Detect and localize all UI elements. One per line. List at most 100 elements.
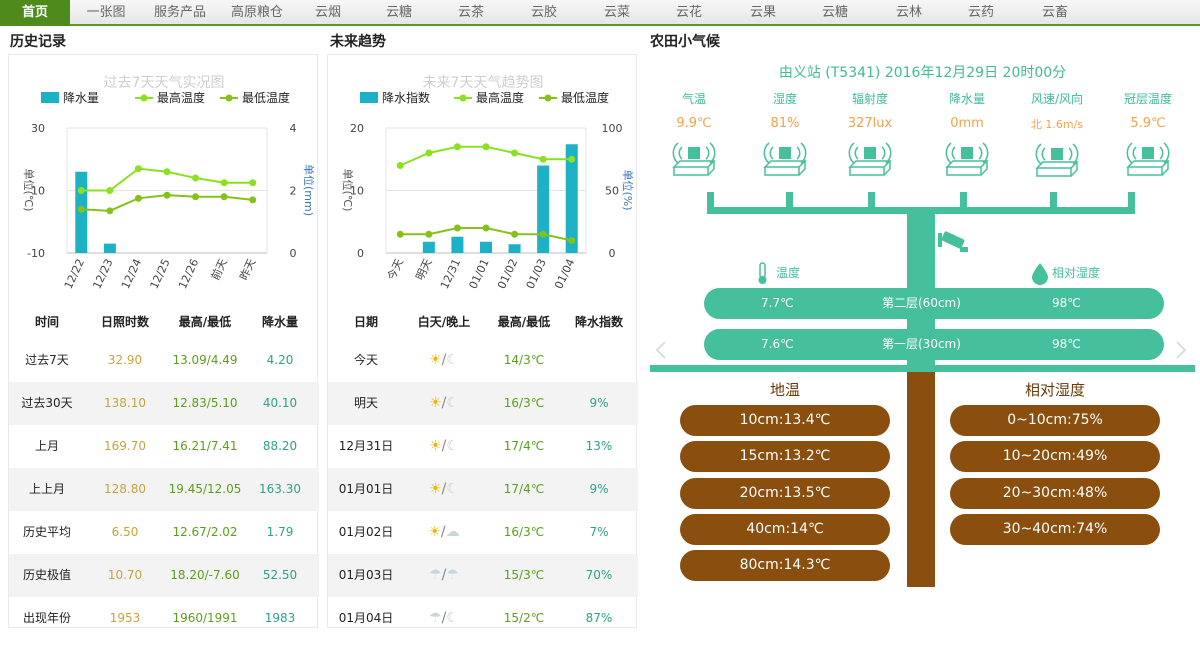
soil-humidity-pill: 10~20cm:49% [950,441,1160,472]
sensor-label: 辐射度 [851,92,888,106]
sensor-device-icon [1035,143,1079,177]
forecast-point-2-2 [453,224,461,232]
nav-item-12[interactable]: 云林 [895,5,922,20]
nav-item-9[interactable]: 云花 [675,5,702,20]
layer-temp: 7.7℃ [761,296,794,310]
history-point-2-6 [249,196,257,204]
weather-icon: ☀/☾ [429,352,459,368]
forecast-header-0: 日期 [353,315,378,329]
nav-item-0[interactable]: 首页 [0,0,70,26]
history-cell: 过去7天 [25,353,69,367]
forecast-rain: 87% [585,611,613,625]
forecast-ytick-left-1: 10 [350,185,364,198]
history-cell: 上月 [34,439,59,453]
history-point-1-0 [77,187,85,194]
sensor-device-icon [945,142,989,176]
history-point-2-1 [106,207,114,215]
forecast-ytick-left-0: 20 [350,122,364,135]
nav-item-6[interactable]: 云茶 [457,5,484,20]
history-cell: 52.50 [262,568,298,582]
sensor-0: 气温 9.9℃ [654,90,734,177]
station-info: 由义站 (T5341) 2016年12月29日 20时00分 [778,65,1067,81]
table-row: 01月03日 ☂/☂ 15/3℃ 70% [328,554,638,597]
history-point-2-5 [220,193,228,201]
forecast-ylabel-left: 单位(℃) [341,169,355,212]
sensor-1: 湿度 81% [745,90,825,177]
forecast-bar-4 [508,244,521,253]
history-cell: 18.20/-7.60 [170,568,240,582]
nav-item-11[interactable]: 云糖 [821,5,848,20]
ground-line [650,365,1195,372]
history-point-2-0 [77,205,85,213]
forecast-point-1-0 [396,162,404,169]
layer-name: 第一层(30cm) [882,337,961,351]
forecast-card: 未来7天天气趋势图 降水指数 最高温度 最低温度 20 10 0 100 50 0 单位(℃) 单位(… [327,54,638,628]
camera-icon [938,231,968,252]
history-legend-label-2: 最低温度 [242,90,290,105]
forecast-xtick-6: 01/04 [552,257,577,291]
nav-item-1[interactable]: 一张图 [86,5,126,20]
weather-icon: ☀/☾ [429,395,459,411]
weather-icon: ☀/☾ [429,438,459,454]
sensor-drop-4 [960,192,967,210]
forecast-bar-5 [537,165,550,253]
history-point-1-6 [249,179,257,187]
layer-bar-0: 7.7℃ 第二层(60cm) 98℃ [704,288,1164,319]
history-point-1-1 [106,187,114,194]
nav-item-7[interactable]: 云胶 [530,5,557,20]
forecast-rain: 9% [589,396,609,410]
nav-item-8[interactable]: 云菜 [603,5,630,20]
forecast-table-header: 日期 白天/晚上 最高/最低 降水指数 [328,305,638,339]
forecast-header-3: 降水指数 [574,315,623,329]
forecast-date: 12月31日 [338,439,394,453]
sensor-drop-5 [1050,192,1057,210]
nav-item-5[interactable]: 云糖 [385,5,412,20]
history-legend-label-1: 最高温度 [157,90,205,105]
nav-item-13[interactable]: 云药 [967,5,994,20]
forecast-legend-dot-2 [544,94,552,102]
forecast-date: 01月04日 [338,611,394,625]
history-ytick-left-1: 10 [31,185,45,198]
forecast-xtick-3: 01/01 [467,257,492,291]
nav-item-14[interactable]: 云畜 [1041,5,1068,20]
forecast-section-title: 未来趋势 [330,34,386,50]
forecast-bar-2 [451,236,464,253]
nav-item-10[interactable]: 云果 [749,5,776,20]
table-row: 历史极值 10.70 18.20/-7.60 52.50 [9,554,319,597]
sensor-2: 辐射度 327lux [830,90,910,177]
forecast-ytick-right-2: 0 [609,247,616,260]
history-xtick-5: 前天 [208,256,230,282]
history-cell: 1.79 [266,525,294,539]
nav-item-4[interactable]: 云烟 [314,5,341,20]
table-row: 出现年份 1953 1960/1991 1983 [9,597,319,640]
history-cell: 88.20 [262,439,298,453]
history-header-0: 时间 [34,315,59,329]
sensor-value: 327lux [847,116,893,131]
history-ytick-right-1: 2 [290,185,297,198]
history-cell: 10.70 [107,568,143,582]
thermometer-icon [758,262,767,284]
history-point-1-4 [192,174,200,182]
history-cell: 138.10 [104,396,146,410]
temp-legend: 温度 [776,266,801,280]
forecast-legend-dot-1 [459,94,467,102]
forecast-date: 今天 [353,353,378,367]
layer-name: 第二层(60cm) [882,296,961,310]
forecast-date: 明天 [353,396,378,410]
history-cell: 上上月 [28,482,65,496]
soil-humidity-pill: 30~40cm:74% [950,514,1160,545]
forecast-date: 01月02日 [338,525,394,539]
forecast-point-1-1 [425,149,433,157]
history-cell: 过去30天 [21,396,73,410]
history-legend-swatch-0 [41,92,59,103]
table-row: 01月04日 ☂/☾ 15/2℃ 87% [328,597,638,640]
history-cell: 6.50 [111,525,139,539]
nav-item-3[interactable]: 高原粮仓 [230,5,283,20]
nav-item-2[interactable]: 服务产品 [153,5,206,20]
forecast-point-1-3 [482,143,490,151]
history-cell: 19.45/12.05 [168,482,242,496]
table-row: 上月 169.70 16.21/7.41 88.20 [9,425,319,468]
history-xtick-6: 昨天 [237,257,258,282]
sensor-value: 9.9℃ [676,116,712,131]
